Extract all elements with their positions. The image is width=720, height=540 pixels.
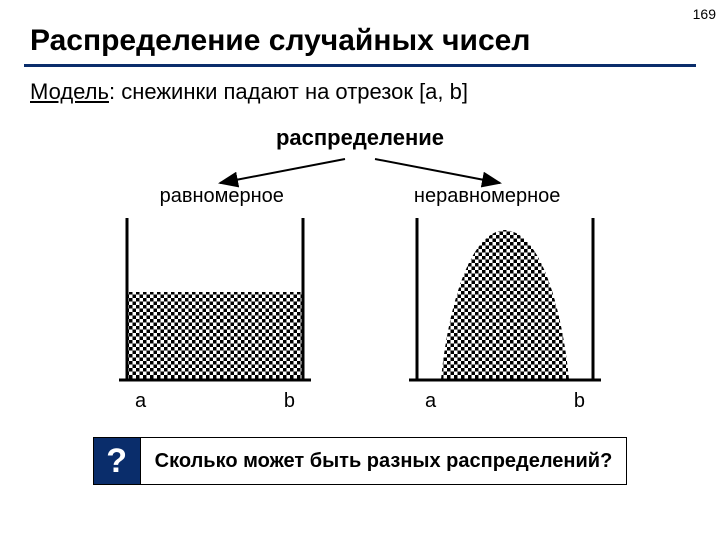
- nonuniform-chart-column: a b: [405, 214, 605, 413]
- slide-title: Распределение случайных чисел: [0, 0, 720, 64]
- model-text: : снежинки падают на отрезок [a, b]: [109, 79, 468, 104]
- nonuniform-axis-labels: a b: [405, 390, 605, 413]
- question-text-box: Сколько может быть разных распределений?: [140, 437, 628, 485]
- question-row: ? Сколько может быть разных распределени…: [0, 437, 720, 485]
- question-badge: ?: [93, 437, 141, 485]
- page-number: 169: [693, 6, 716, 22]
- title-underline: [24, 64, 696, 67]
- model-line: Модель: снежинки падают на отрезок [a, b…: [0, 79, 720, 125]
- charts-row: a b a b: [0, 214, 720, 413]
- arrows: [0, 155, 720, 185]
- question-text: Сколько может быть разных распределений?: [155, 450, 613, 473]
- uniform-chart-svg: [115, 214, 315, 384]
- distribution-heading: распределение: [0, 125, 720, 151]
- nonuniform-label-b: b: [574, 390, 585, 413]
- uniform-chart-column: a b: [115, 214, 315, 413]
- uniform-chart: [115, 214, 315, 384]
- uniform-axis-labels: a b: [115, 390, 315, 413]
- nonuniform-chart-svg: [405, 214, 605, 384]
- uniform-label-b: b: [284, 390, 295, 413]
- nonuniform-label-a: a: [425, 390, 436, 413]
- uniform-label-a: a: [135, 390, 146, 413]
- split-arrows-svg: [0, 155, 720, 189]
- model-label: Модель: [30, 79, 109, 104]
- nonuniform-chart: [405, 214, 605, 384]
